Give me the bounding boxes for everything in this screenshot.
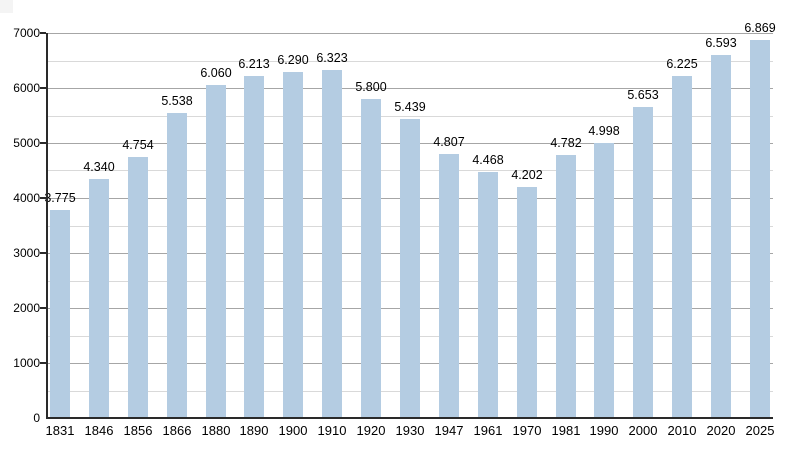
- bar-1910: [322, 70, 342, 417]
- y-tick-label: 6000: [13, 81, 40, 95]
- bar-value-label: 4.807: [433, 135, 465, 149]
- bar-1961: [478, 172, 498, 417]
- y-tick-label: 0: [33, 411, 40, 425]
- x-tick-label: 2020: [706, 423, 736, 438]
- bar-1930: [400, 119, 420, 417]
- y-tick: [40, 362, 46, 364]
- y-tick-label: 1000: [13, 356, 40, 370]
- bar-1947: [439, 154, 459, 417]
- bar-1880: [206, 85, 226, 417]
- bar-value-label: 4.340: [83, 160, 115, 174]
- bar-1900: [283, 72, 303, 417]
- bar-value-label: 3.775: [44, 191, 76, 205]
- x-tick-label: 1910: [317, 423, 347, 438]
- y-tick-label: 7000: [13, 26, 40, 40]
- x-tick-label: 2010: [667, 423, 697, 438]
- y-tick: [40, 142, 46, 144]
- bar-1856: [128, 157, 148, 417]
- bar-value-label: 4.754: [122, 138, 154, 152]
- bar-value-label: 6.225: [666, 57, 698, 71]
- bar-2020: [711, 55, 731, 417]
- bar-value-label: 4.998: [588, 124, 620, 138]
- y-tick-label: 4000: [13, 191, 40, 205]
- corner-artifact: [0, 0, 13, 13]
- bar-2025: [750, 40, 770, 417]
- y-tick: [40, 87, 46, 89]
- y-tick: [40, 32, 46, 34]
- x-tick-label: 1890: [239, 423, 269, 438]
- x-tick-label: 1920: [356, 423, 386, 438]
- y-tick-label: 5000: [13, 136, 40, 150]
- x-axis-line: [46, 417, 773, 419]
- x-tick-label: 1930: [395, 423, 425, 438]
- bar-1866: [167, 113, 187, 417]
- bar-value-label: 6.593: [705, 36, 737, 50]
- bar-1981: [556, 155, 576, 417]
- x-tick-label: 1900: [278, 423, 308, 438]
- bar-2010: [672, 76, 692, 417]
- bar-1846: [89, 179, 109, 417]
- bar-value-label: 6.290: [277, 53, 309, 67]
- x-tick-label: 1856: [123, 423, 153, 438]
- bar-value-label: 6.213: [238, 57, 270, 71]
- x-tick-label: 1947: [434, 423, 464, 438]
- major-gridline: [46, 33, 773, 34]
- major-gridline: [46, 88, 773, 89]
- bar-value-label: 6.323: [316, 51, 348, 65]
- x-tick-label: 1880: [201, 423, 231, 438]
- bar-1970: [517, 187, 537, 417]
- x-tick-label: 1970: [512, 423, 542, 438]
- bar-value-label: 4.468: [472, 153, 504, 167]
- bar-value-label: 5.653: [627, 88, 659, 102]
- bar-value-label: 6.869: [744, 21, 776, 35]
- y-tick: [40, 252, 46, 254]
- bar-value-label: 5.800: [355, 80, 387, 94]
- bar-value-label: 5.538: [161, 94, 193, 108]
- x-tick-label: 2000: [628, 423, 658, 438]
- bar-1920: [361, 99, 381, 417]
- y-tick: [40, 197, 46, 199]
- y-tick-label: 3000: [13, 246, 40, 260]
- x-tick-label: 1981: [551, 423, 581, 438]
- bar-value-label: 6.060: [200, 66, 232, 80]
- bar-value-label: 4.782: [550, 136, 582, 150]
- minor-gridline: [46, 116, 773, 117]
- y-tick-label: 2000: [13, 301, 40, 315]
- y-axis-line: [46, 33, 48, 419]
- bar-value-label: 5.439: [394, 100, 426, 114]
- x-tick-label: 2025: [745, 423, 775, 438]
- bar-1990: [594, 143, 614, 417]
- x-tick-label: 1990: [589, 423, 619, 438]
- bar-1890: [244, 76, 264, 417]
- x-tick-label: 1831: [45, 423, 75, 438]
- bar-value-label: 4.202: [511, 168, 543, 182]
- y-tick: [40, 307, 46, 309]
- x-tick-label: 1866: [162, 423, 192, 438]
- bar-2000: [633, 107, 653, 417]
- x-tick-label: 1846: [84, 423, 114, 438]
- minor-gridline: [46, 61, 773, 62]
- bar-1831: [50, 210, 70, 417]
- x-tick-label: 1961: [473, 423, 503, 438]
